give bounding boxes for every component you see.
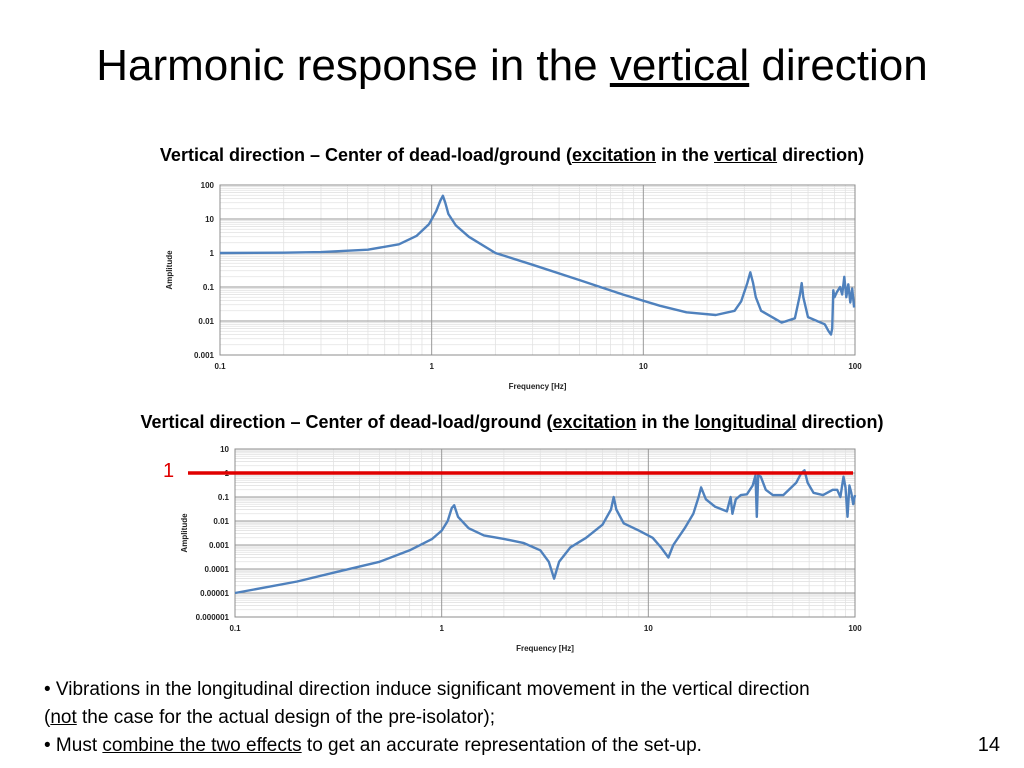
chart1-x-tick-label: 1 <box>429 362 434 371</box>
chart2-heading-text-3: direction) <box>796 412 884 432</box>
chart2-y-tick-label: 0.001 <box>209 541 230 550</box>
chart1-vertical-excitation: 0.1 1 10 100 100 10 1 0.1 0.01 0.001 Frequency [Hz… <box>165 181 862 391</box>
chart1-x-tick-label: 100 <box>848 362 862 371</box>
slide-title: Harmonic response in the vertical direct… <box>0 38 1024 94</box>
chart2-x-tick-label: 1 <box>439 624 444 633</box>
chart1-x-tick-label: 0.1 <box>214 362 226 371</box>
bullet-1-line-2: (not the case for the actual design of t… <box>44 704 1019 732</box>
bullet-1-line-2-rest: the case for the actual design of the pr… <box>76 707 495 728</box>
chart2-heading-underlined-2: longitudinal <box>694 412 797 432</box>
chart2-plot-frame <box>234 448 856 618</box>
chart2-y-tick-label: 0.1 <box>218 493 230 502</box>
chart2-y-tick-label: 0.01 <box>213 517 229 526</box>
chart1-x-axis-title: Frequency [Hz] <box>509 382 567 391</box>
chart2-y-axis-title: Amplitude <box>180 513 189 553</box>
chart1-heading-underlined-1: excitation <box>571 145 657 165</box>
bullet-2-text-1: • Must <box>44 735 103 756</box>
chart2-x-tick-label: 100 <box>848 624 862 633</box>
chart1-y-tick-label: 100 <box>201 181 215 190</box>
chart1-y-tick-label: 10 <box>205 215 214 224</box>
chart1-heading-text-1: Vertical direction – Center of dead-load… <box>159 145 572 165</box>
chart1-y-tick-label: 0.1 <box>203 283 215 292</box>
chart1-y-tick-label: 1 <box>210 249 215 258</box>
chart1-heading-text-3: direction) <box>777 145 865 165</box>
chart2-y-tick-label: 0.000001 <box>196 613 230 622</box>
chart2-y-tick-label: 0.0001 <box>205 565 230 574</box>
chart1-heading-underlined-2: vertical <box>714 145 778 165</box>
chart2-series-line-1 <box>234 469 857 595</box>
chart1-series-line-1 <box>219 194 856 336</box>
chart2-heading-underlined-1: excitation <box>552 412 637 432</box>
chart2-y-tick-label: 0.00001 <box>200 589 229 598</box>
chart1-y-tick-label: 0.001 <box>194 351 215 360</box>
bullet-list: • Vibrations in the longitudinal directi… <box>44 676 1019 760</box>
title-text-1: Harmonic response in the <box>96 41 610 90</box>
bullet-1-underlined-not: not <box>50 707 77 728</box>
chart1-plot-frame <box>219 184 856 356</box>
chart2-gridlines <box>234 448 856 618</box>
title-underlined-word: vertical <box>609 41 750 90</box>
page-number: 14 <box>977 734 1000 756</box>
chart2-heading-text-2: in the <box>636 412 695 432</box>
chart1-gridlines <box>219 184 856 356</box>
chart1-y-tick-label: 0.01 <box>198 317 214 326</box>
bullet-2-text-2: to get an accurate representation of the… <box>301 735 702 756</box>
chart2-x-tick-label: 0.1 <box>229 624 241 633</box>
title-text-2: direction <box>749 41 928 90</box>
chart2-y-tick-label: 10 <box>220 445 229 454</box>
bullet-1-line-1: • Vibrations in the longitudinal directi… <box>44 679 810 700</box>
chart1-y-axis-title: Amplitude <box>165 250 174 290</box>
reference-line-label: 1 <box>163 460 175 482</box>
chart2-heading: Vertical direction – Center of dead-load… <box>0 412 1024 433</box>
chart2-heading-text-1: Vertical direction – Center of dead-load… <box>140 412 553 432</box>
chart2-x-tick-label: 10 <box>644 624 653 633</box>
chart2-x-axis-title: Frequency [Hz] <box>516 644 574 653</box>
bullet-2-underlined: combine the two effects <box>102 735 302 756</box>
chart1-x-tick-label: 10 <box>639 362 648 371</box>
chart1-heading: Vertical direction – Center of dead-load… <box>0 145 1024 166</box>
chart1-heading-text-2: in the <box>656 145 715 165</box>
bullet-1-open-paren: ( <box>44 707 51 728</box>
bullet-2: • Must combine the two effects to get an… <box>44 732 1019 760</box>
chart2-longitudinal-excitation: 0.11101001010.10.010.0010.00010.000010.0… <box>180 445 862 653</box>
